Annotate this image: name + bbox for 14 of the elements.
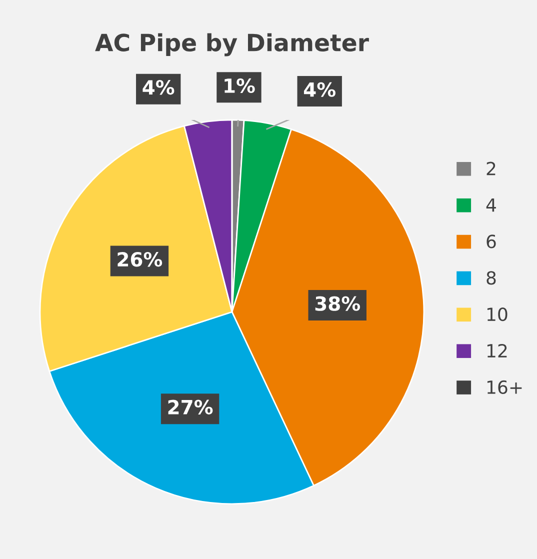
legend-label: 4 [486,198,496,212]
legend-label: 8 [486,271,496,285]
data-label: 4% [304,82,336,97]
data-label: 4% [142,80,174,95]
legend-label: 2 [486,162,496,176]
data-label: 1% [224,78,255,94]
data-label: 26% [118,252,162,267]
chart-title: AC Pipe by Diameter [95,33,369,56]
legend-label: 12 [487,344,507,358]
legend-label: 6 [486,234,496,248]
legend-label: 10 [487,308,508,322]
legend-label: 16+ [487,380,522,394]
data-label: 27% [168,400,213,414]
data-label: 38% [315,296,360,311]
